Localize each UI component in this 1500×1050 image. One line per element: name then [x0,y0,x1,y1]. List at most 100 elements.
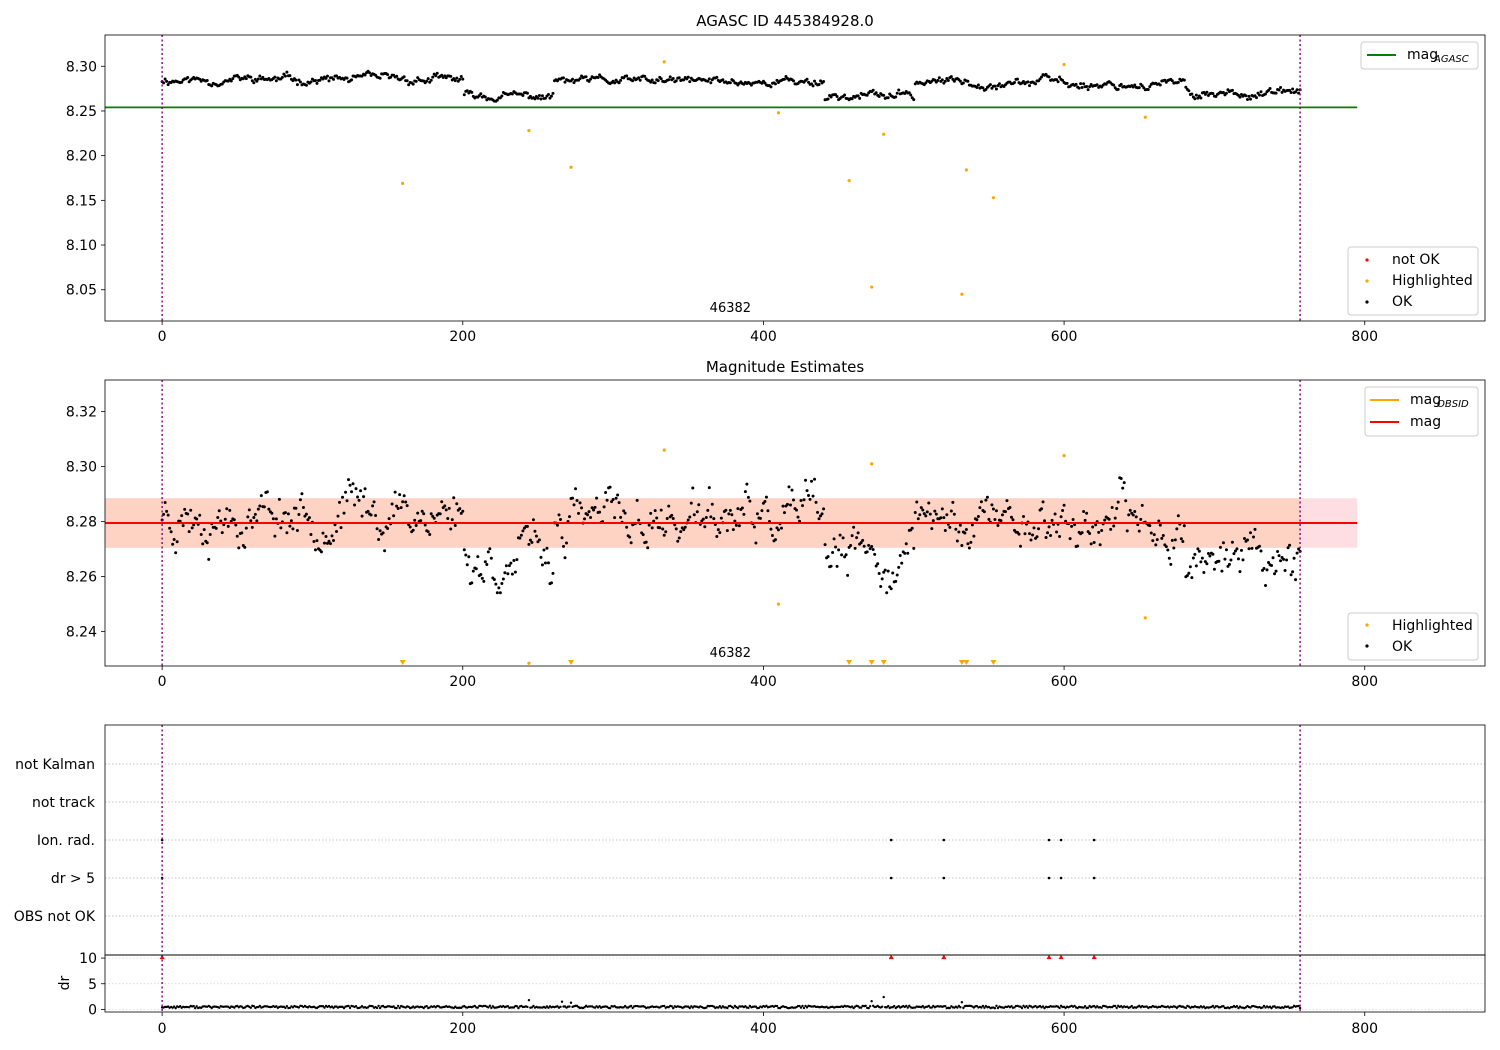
ok-point [327,539,331,543]
ok-point [1110,505,1114,509]
ok-point [882,93,886,97]
ok-point [991,507,995,511]
ok-point [891,571,895,575]
dr-point [870,1000,873,1003]
ok-point [1276,549,1280,553]
ok-point [619,78,623,82]
ok-point [527,542,531,546]
ok-point [1288,88,1292,92]
legend-label: mag [1410,414,1441,430]
ok-point [994,509,998,513]
ok-point [500,94,504,98]
dr-point [670,1005,673,1008]
ok-point [549,581,553,585]
ok-point [865,550,869,554]
dr-point [775,1004,779,1008]
ok-point [1021,515,1025,519]
ok-point [440,500,444,504]
legend-lines-box [1360,41,1479,70]
ok-point [673,523,677,527]
panel-1-frame [104,379,1486,667]
ok-point [1274,569,1278,573]
ok-point [560,536,564,540]
ok-point [1146,87,1150,91]
dr-point [532,1004,535,1008]
ok-point [871,88,875,92]
ok-point [171,542,175,546]
ok-point [1080,86,1084,90]
ok-point [903,92,907,96]
ok-point [592,508,596,512]
ok-point [721,78,725,82]
ok-point [976,515,980,519]
ok-point [629,541,633,545]
ok-point [1181,539,1185,543]
ok-point [652,519,656,523]
ok-point [422,512,426,516]
ok-point [1028,532,1032,536]
ok-point [990,503,994,507]
ok-point [769,527,773,531]
ok-point [1049,534,1053,538]
ok-point [1031,533,1035,537]
dr-point [859,1006,863,1009]
ok-point [933,78,937,82]
ok-point [288,74,292,78]
ok-point [331,539,335,543]
ok-point [335,74,339,78]
ok-point [381,531,385,535]
ok-point [614,496,618,500]
ok-point [574,487,578,491]
ok-point [202,528,206,532]
ok-point [862,544,866,548]
ok-point [199,533,203,537]
ok-point [1200,556,1204,560]
ok-point [671,77,675,81]
legend-label: not OK [1392,252,1440,268]
ok-point [961,81,965,85]
dr-point [623,1004,627,1008]
ok-point [405,79,409,83]
ok-point [598,73,602,77]
ok-point [1094,523,1098,527]
ok-point [728,81,732,85]
ok-point [1131,85,1135,89]
ok-point [1119,476,1123,480]
ok-point [918,513,922,517]
ok-point [779,526,783,530]
ok-point [1038,77,1042,81]
ok-point [1277,88,1281,92]
ok-point [1282,557,1286,561]
ok-point [1058,75,1062,79]
ok-point [843,555,847,559]
dr-point [944,1004,947,1008]
x-tick-label: 400 [750,674,777,690]
ok-point [764,495,768,499]
dr-point [906,1006,909,1009]
ok-point [348,483,352,487]
ok-point [1279,86,1283,90]
ok-point [521,529,525,533]
ok-point [805,489,809,493]
ok-point [985,495,989,499]
ok-point [438,512,442,516]
ok-point [252,81,256,85]
ok-point [954,527,958,531]
ok-point [262,505,266,509]
ok-point [285,70,289,74]
ok-point [1040,507,1044,511]
ok-point [706,508,710,512]
y-tick-label: 8.28 [66,515,97,531]
ok-point [937,76,941,80]
ok-point [181,524,185,528]
ok-point [586,513,590,517]
ok-point [966,542,970,546]
dr-point [375,1006,379,1010]
ok-point [237,546,241,550]
ok-point [897,565,901,569]
dr-point [948,1006,952,1010]
ok-point [453,79,457,83]
ok-point [822,79,826,83]
ok-point [587,79,591,83]
dr-point [512,1006,516,1009]
